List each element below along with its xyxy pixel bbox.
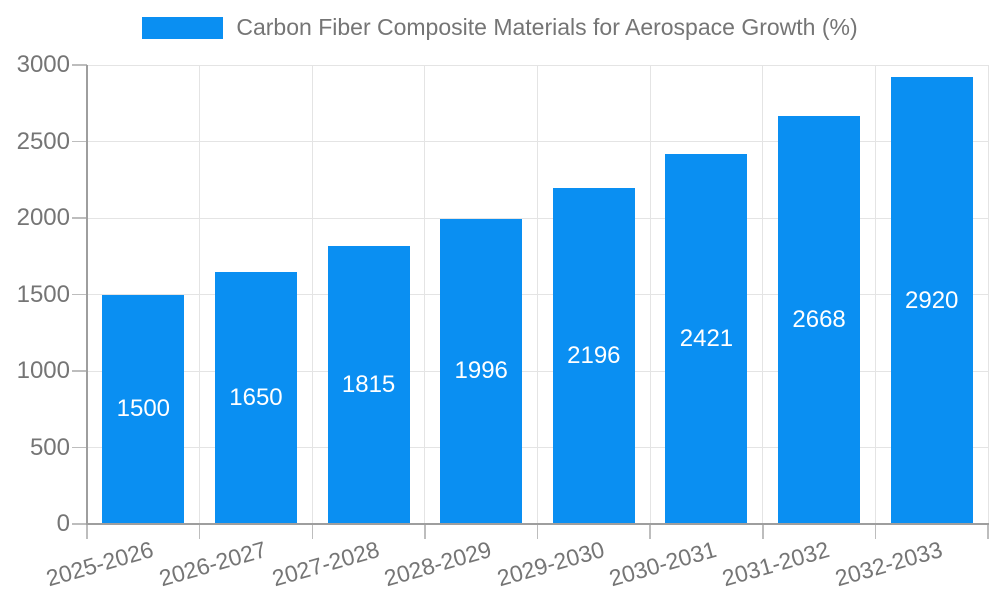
x-axis-tick bbox=[311, 524, 313, 539]
x-axis-line bbox=[86, 523, 989, 525]
y-axis-tick bbox=[72, 64, 87, 66]
x-axis-tick bbox=[198, 524, 201, 539]
y-axis-tick-label: 500 bbox=[29, 433, 70, 461]
x-axis-tick-label: 2026-2027 bbox=[156, 536, 270, 592]
x-axis-tick bbox=[987, 524, 989, 539]
legend: Carbon Fiber Composite Materials for Aer… bbox=[0, 14, 1000, 40]
v-gridline bbox=[987, 65, 989, 524]
x-axis-tick bbox=[762, 524, 764, 539]
bar-value-label: 1815 bbox=[341, 371, 396, 399]
y-axis-tick bbox=[72, 446, 87, 449]
x-axis-tick-label: 2029-2030 bbox=[494, 536, 607, 592]
y-axis-tick bbox=[72, 217, 87, 219]
bar bbox=[327, 246, 410, 524]
y-axis-tick bbox=[72, 140, 87, 143]
v-gridline bbox=[424, 65, 426, 524]
y-axis-tick-label: 2000 bbox=[16, 204, 70, 231]
x-axis-tick-label: 2031-2032 bbox=[719, 536, 833, 592]
x-axis-tick bbox=[86, 524, 88, 539]
x-axis-tick-label: 2032-2033 bbox=[831, 536, 945, 592]
v-gridline bbox=[537, 65, 538, 524]
x-axis-tick bbox=[874, 524, 877, 539]
v-gridline bbox=[311, 65, 313, 524]
x-axis-tick-label: 2028-2029 bbox=[381, 536, 495, 592]
y-axis-tick-label: 0 bbox=[56, 510, 70, 537]
y-axis-line bbox=[86, 65, 88, 524]
x-axis-tick bbox=[649, 524, 651, 539]
bar bbox=[890, 77, 973, 524]
y-axis-tick-label: 1000 bbox=[16, 357, 70, 384]
x-axis-tick bbox=[424, 524, 426, 539]
bar bbox=[440, 218, 523, 524]
bar-value-label: 2668 bbox=[792, 305, 846, 333]
bar-value-label: 2920 bbox=[904, 286, 959, 314]
legend-swatch bbox=[142, 16, 224, 39]
bar-value-label: 1650 bbox=[229, 383, 283, 411]
bar-value-label: 2196 bbox=[567, 342, 621, 369]
y-axis-tick bbox=[72, 293, 87, 296]
y-axis-tick bbox=[72, 370, 87, 372]
v-gridline bbox=[199, 65, 201, 524]
bar bbox=[552, 188, 635, 524]
y-axis-tick-label: 1500 bbox=[16, 280, 70, 308]
x-axis-tick-label: 2030-2031 bbox=[606, 536, 720, 592]
bar-value-label: 2421 bbox=[679, 324, 734, 352]
v-gridline bbox=[762, 65, 764, 524]
bar bbox=[778, 115, 861, 524]
x-axis-tick-label: 2025-2026 bbox=[43, 536, 157, 592]
bar bbox=[214, 271, 297, 524]
v-gridline bbox=[874, 65, 876, 524]
bar bbox=[102, 294, 185, 524]
x-axis-tick-label: 2027-2028 bbox=[268, 536, 382, 592]
v-gridline bbox=[649, 65, 651, 524]
bar bbox=[665, 153, 748, 524]
y-axis-tick bbox=[72, 523, 87, 525]
legend-label: Carbon Fiber Composite Materials for Aer… bbox=[236, 14, 858, 40]
bar-value-label: 1996 bbox=[454, 357, 508, 385]
x-axis-tick bbox=[536, 524, 539, 539]
y-axis-tick-label: 2500 bbox=[16, 127, 70, 155]
bar-value-label: 1500 bbox=[116, 395, 171, 423]
y-axis-tick-label: 3000 bbox=[16, 51, 70, 78]
